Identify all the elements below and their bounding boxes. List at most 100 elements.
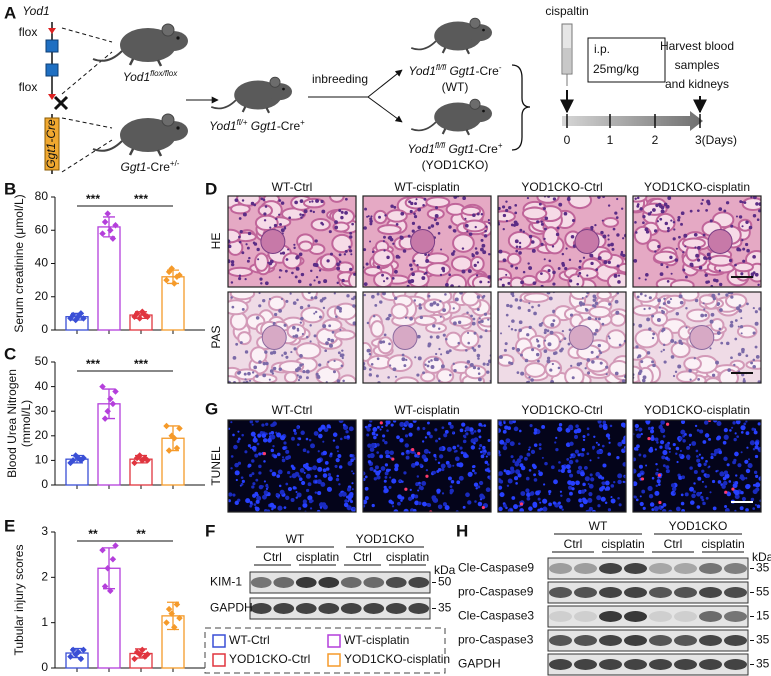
nucleus (341, 491, 347, 497)
nucleus (620, 252, 624, 257)
nucleus (566, 197, 571, 202)
nucleus (757, 422, 761, 426)
nucleus (305, 488, 310, 493)
nucleus (515, 482, 518, 485)
nucleus (699, 491, 703, 494)
nucleus (482, 250, 487, 255)
nucleus (642, 214, 646, 219)
tubule (461, 292, 480, 307)
nucleus (312, 465, 318, 471)
nucleus (700, 495, 704, 500)
nucleus (363, 226, 367, 230)
band (599, 563, 622, 574)
mouse-ear (469, 98, 481, 110)
nucleus (250, 431, 256, 437)
nucleus (636, 204, 640, 208)
nucleus (576, 282, 580, 286)
nucleus (409, 316, 413, 321)
nucleus (285, 355, 289, 359)
nucleus (539, 501, 542, 504)
nucleus (238, 277, 242, 281)
nucleus (657, 483, 661, 487)
nucleus (614, 211, 618, 215)
legend-box (204, 627, 446, 674)
nucleus (451, 252, 455, 256)
data-point (104, 565, 111, 572)
nucleus (509, 441, 515, 447)
nucleus (467, 341, 470, 345)
band (699, 587, 722, 598)
nucleus (514, 211, 518, 215)
nucleus (230, 260, 235, 264)
nucleus (635, 498, 639, 502)
tubule (310, 217, 331, 232)
tubule (633, 292, 658, 303)
nucleus (268, 378, 271, 381)
nucleus (511, 319, 515, 323)
nucleus (656, 318, 661, 322)
nucleus (577, 465, 583, 470)
nucleus (276, 432, 282, 438)
nucleus (540, 220, 543, 224)
nucleus (349, 235, 353, 239)
nucleus (529, 424, 533, 428)
band (273, 577, 295, 588)
nucleus (507, 281, 511, 285)
band (273, 603, 295, 614)
nucleus (419, 463, 423, 467)
nucleus (723, 456, 728, 462)
nucleus (230, 455, 234, 458)
nucleus (647, 212, 652, 216)
nucleus (511, 346, 515, 350)
nucleus (442, 502, 447, 507)
nucleus (634, 231, 638, 234)
nucleus (480, 454, 485, 459)
nucleus (249, 420, 254, 424)
nucleus (307, 482, 312, 487)
nucleus (526, 452, 531, 457)
nucleus (674, 370, 678, 374)
mouse-legs (128, 58, 163, 67)
band (599, 659, 622, 670)
nucleus (272, 504, 277, 509)
nucleus (391, 478, 397, 484)
data-point (107, 226, 114, 234)
nucleus (371, 294, 375, 299)
nucleus (351, 482, 354, 485)
glomerulus (392, 325, 418, 350)
nucleus (415, 198, 418, 201)
nucleus (510, 361, 514, 366)
band (295, 603, 317, 614)
tubule (425, 252, 450, 265)
nucleus (548, 492, 551, 496)
nucleus (504, 425, 509, 430)
nucleus (753, 470, 758, 475)
nucleus (518, 251, 522, 255)
tunel-positive (262, 451, 267, 456)
nucleus (733, 481, 736, 484)
nucleus (698, 453, 701, 456)
tubule (507, 231, 533, 251)
nucleus (742, 259, 746, 263)
tubule (249, 346, 268, 364)
nucleus (386, 316, 390, 321)
nucleus (326, 424, 331, 429)
data-point (77, 655, 85, 663)
nucleus (349, 267, 353, 271)
nucleus (399, 479, 402, 483)
data-point (109, 235, 117, 242)
nucleus (367, 423, 372, 428)
band (318, 577, 340, 588)
tubule (446, 273, 468, 287)
nucleus (334, 225, 339, 230)
nucleus (475, 251, 479, 255)
nucleus (293, 347, 297, 351)
nucleus (752, 364, 756, 369)
nucleus (371, 503, 375, 508)
nucleus (538, 202, 542, 206)
nucleus (533, 428, 538, 432)
tubule (567, 196, 593, 210)
text-part: Yod1 (408, 142, 435, 156)
nucleus (722, 480, 728, 486)
nucleus (648, 327, 652, 331)
